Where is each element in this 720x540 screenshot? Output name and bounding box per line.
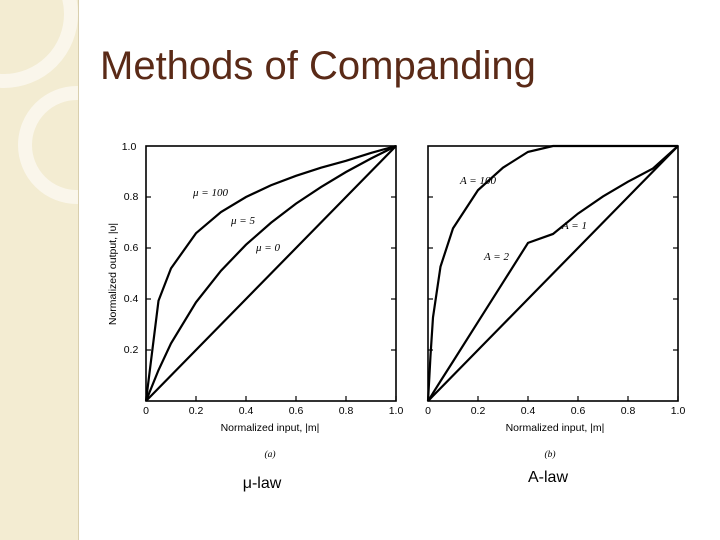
series-curve-a-2 bbox=[427, 145, 679, 402]
y-tick-label: 0.8 bbox=[124, 191, 139, 203]
caption-a-law: A-law bbox=[528, 469, 568, 486]
caption-mu-law: μ-law bbox=[243, 475, 282, 492]
series-curve-a-100 bbox=[426, 144, 678, 402]
y-tick-label: 0.4 bbox=[124, 293, 139, 305]
panel-label-b: (b) bbox=[544, 449, 555, 460]
decorative-sidebar bbox=[0, 0, 79, 540]
x-tick-label: 0.4 bbox=[521, 405, 536, 417]
series-curve--100 bbox=[144, 144, 397, 402]
x-axis-label: Normalized input, |m| bbox=[221, 422, 320, 434]
x-tick-label: 0.2 bbox=[471, 405, 486, 417]
x-tick-label: 0.6 bbox=[571, 405, 586, 417]
a-law-chart: 0 0.2 0.4 0.6 0.8 1.0 Normalized input, … bbox=[425, 144, 686, 486]
series-label-a-1: A = 1 bbox=[561, 220, 587, 232]
x-tick-label: 0.6 bbox=[289, 405, 304, 417]
x-tick-label: 0 bbox=[425, 405, 431, 417]
panel-label-a: (a) bbox=[264, 449, 275, 460]
x-tick-label: 0.4 bbox=[239, 405, 254, 417]
x-tick-label: 1.0 bbox=[389, 405, 404, 417]
series-label-mu-100: μ = 100 bbox=[192, 187, 228, 199]
y-tick-label: 1.0 bbox=[122, 141, 137, 153]
series-label-mu-0: μ = 0 bbox=[255, 242, 280, 254]
series-label-mu-5: μ = 5 bbox=[230, 215, 255, 227]
series-label-a-100: A = 100 bbox=[459, 175, 496, 187]
x-tick-label: 0.8 bbox=[621, 405, 636, 417]
series-label-a-2: A = 2 bbox=[483, 251, 509, 263]
x-tick-label: 0.8 bbox=[339, 405, 354, 417]
y-axis-label: Normalized output, |υ| bbox=[107, 223, 119, 325]
series-curve--0 bbox=[145, 145, 397, 402]
mu-law-plot-frame bbox=[145, 145, 397, 402]
slide-title: Methods of Companding bbox=[100, 44, 536, 88]
x-tick-label: 0.2 bbox=[189, 405, 204, 417]
x-axis-label: Normalized input, |m| bbox=[506, 422, 605, 434]
y-tick-label: 0.6 bbox=[124, 242, 139, 254]
x-tick-label: 0 bbox=[143, 405, 149, 417]
series-curve--5 bbox=[144, 145, 397, 402]
mu-law-chart: 1.0 0.8 0.6 0.4 0.2 0 0.2 0.4 0.6 0.8 1.… bbox=[107, 141, 403, 492]
x-tick-label: 1.0 bbox=[671, 405, 686, 417]
series-curve-a-1 bbox=[427, 145, 679, 402]
y-tick-label: 0.2 bbox=[124, 344, 139, 356]
